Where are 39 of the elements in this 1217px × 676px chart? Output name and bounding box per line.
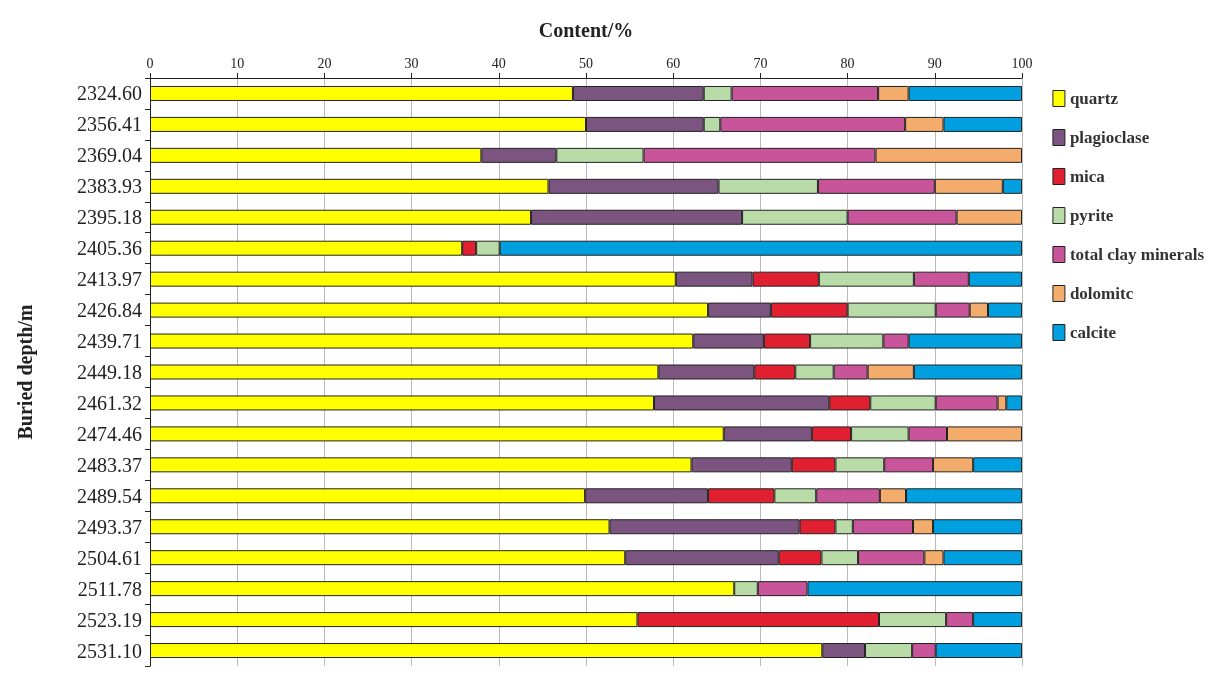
x-tick-label: 0 [146, 55, 154, 71]
legend-label: total clay minerals [1069, 245, 1205, 264]
x-tick-label: 80 [840, 55, 855, 71]
y-tick-label: 2449.18 [77, 361, 142, 383]
x-tick-label: 90 [927, 55, 942, 71]
legend-label: dolomitc [1069, 284, 1134, 303]
x-axis-title: Content/% [538, 19, 634, 41]
x-tick-label: 100 [1011, 55, 1033, 71]
y-tick-label: 2504.61 [77, 546, 142, 569]
y-tick-label: 2426.84 [77, 299, 142, 322]
y-tick-label: 2405.36 [77, 237, 142, 260]
y-tick-label: 2413.97 [77, 268, 142, 291]
y-tick-label: 2489.54 [77, 484, 142, 507]
y-tick-label: 2474.46 [77, 422, 142, 445]
x-tick-label: 20 [317, 55, 332, 71]
y-tick-label: 2523.19 [77, 608, 142, 631]
y-tick-label: 2461.32 [77, 391, 142, 414]
x-tick-label: 60 [666, 55, 681, 71]
x-tick-label: 70 [753, 55, 768, 71]
y-tick-label: 2324.60 [77, 82, 142, 105]
x-tick-label: 10 [230, 55, 245, 71]
y-tick-label: 2511.78 [77, 577, 142, 600]
y-tick-label: 2356.41 [77, 113, 142, 136]
y-tick-label: 2493.37 [77, 515, 142, 538]
y-tick-label: 2383.93 [77, 175, 142, 198]
legend-label: quartz [1069, 89, 1119, 108]
legend-label: calcite [1069, 323, 1117, 342]
y-tick-label: 2483.37 [77, 453, 142, 476]
legend-label: pyrite [1069, 206, 1114, 225]
y-tick-label: 2531.10 [77, 639, 142, 662]
y-axis-title: Buried depth/m [14, 304, 37, 440]
x-tick-label: 40 [491, 55, 506, 71]
x-tick-label: 30 [404, 55, 419, 71]
x-tick-label: 50 [579, 55, 593, 71]
legend-label: plagioclase [1069, 128, 1150, 147]
y-tick-label: 2439.71 [77, 330, 142, 353]
legend-label: mica [1069, 167, 1106, 186]
y-tick-label: 2369.04 [77, 144, 142, 167]
y-tick-label: 2395.18 [77, 206, 142, 229]
